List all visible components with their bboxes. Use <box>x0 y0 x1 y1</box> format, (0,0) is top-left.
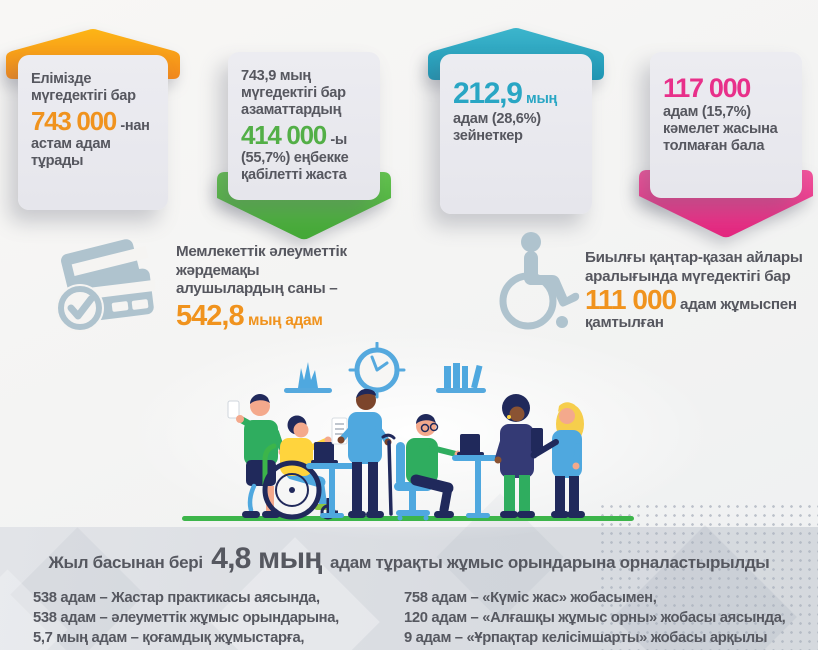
person-wheelchair <box>262 415 338 520</box>
card-number-suffix: -ы <box>330 131 347 148</box>
card-text: адам (28,6%) зейнеткер <box>453 111 541 144</box>
stat-card-minors: 117 000 адам (15,7%) кәмелет жасына толм… <box>650 52 802 198</box>
benefits-text-line: алушылардың саны – <box>176 280 338 298</box>
card-big-number: 212,9 <box>453 77 523 110</box>
books-on-shelf-icon <box>436 363 486 393</box>
stat-item: 538 адам – Жастар практикасы аясында, <box>33 590 320 606</box>
headline-prefix: Жыл басынан бері <box>48 553 203 572</box>
employment-text-tail: адам жұмыспен қамтылған <box>585 296 797 332</box>
card-text: астам адам тұрады <box>31 135 111 169</box>
wall-clock-icon <box>348 342 406 399</box>
stats-column-left: 538 адам – Жастар практикасы аясында, 53… <box>33 588 393 648</box>
person-crutch <box>331 388 396 518</box>
person-tablet <box>494 394 543 518</box>
employment-stat: Биылғы қаңтар-қазан айлары аралығында мү… <box>585 249 813 333</box>
card-text: (55,7%) еңбекке қабілетті жаста <box>241 149 349 183</box>
plant-on-shelf-icon <box>284 362 332 393</box>
person-prosthetic-arm <box>530 402 585 518</box>
benefits-text-line: жәрдемақы <box>176 261 260 279</box>
stat-item: 9 адам – «Ұрпақтар келісімшарты» жобасы … <box>404 630 768 646</box>
card-number-suffix: -нан <box>120 117 150 134</box>
stat-card-working-age: 743,9 мың мүгедектігі бар азаматтардың 4… <box>228 52 380 200</box>
card-big-number: 117 000 <box>663 73 751 103</box>
benefits-big-number: 542,8 <box>176 299 245 332</box>
card-big-number: 743 000 <box>31 105 117 136</box>
stat-item: 758 адам – «Күміс жас» жобасымен, <box>404 590 657 606</box>
stat-item: 5,7 мың адам – қоғамдық жұмыстарға, <box>33 630 305 646</box>
stat-item: 120 адам – «Алғашқы жұмыс орны» жобасы а… <box>404 610 786 626</box>
employment-text-line: аралығында мүгедектігі бар <box>585 267 791 285</box>
benefits-text-line: Мемлекеттік әлеуметтік <box>176 243 347 260</box>
card-big-number: 414 000 <box>241 119 327 150</box>
stat-card-total-disabled: Елімізде мүгедектігі бар 743 000 -нан ас… <box>18 55 168 210</box>
benefits-number-suffix: мың адам <box>248 311 323 329</box>
employment-big-number: 111 000 <box>585 284 677 316</box>
person-prosthetic-leg <box>227 394 286 518</box>
desk-with-laptop <box>306 442 360 518</box>
stats-column-right: 758 адам – «Күміс жас» жобасымен, 120 ад… <box>404 588 814 650</box>
benefits-stat: Мемлекеттік әлеуметтік жәрдемақы алушыла… <box>176 243 396 331</box>
stat-card-pensioners: 212,9 мың адам (28,6%) зейнеткер <box>440 54 592 214</box>
headline-suffix: адам тұрақты жұмыс орындарына орналастыр… <box>330 553 770 572</box>
bottom-headline: Жыл басынан бері 4,8 мың адам тұрақты жұ… <box>0 542 818 576</box>
card-number-suffix: мың <box>526 91 557 107</box>
workplace-inclusion-illustration <box>182 342 634 521</box>
card-text: 743,9 мың мүгедектігі бар азаматтардың <box>241 68 346 118</box>
wheelchair-icon <box>499 232 580 330</box>
card-text: адам (15,7%) кәмелет жасына толмаған бал… <box>663 104 778 154</box>
credit-card-check-icon <box>56 239 155 332</box>
employment-text-line: Биылғы қаңтар-қазан айлары <box>585 249 803 266</box>
card-text: Елімізде мүгедектігі бар <box>31 71 136 104</box>
stat-item: 538 адам – әлеуметтік жұмыс орындарына, <box>33 610 339 626</box>
person-office-chair <box>394 414 462 521</box>
headline-big-number: 4,8 мың <box>211 542 322 575</box>
bottom-band <box>0 493 818 650</box>
desk-with-laptop <box>452 434 506 518</box>
